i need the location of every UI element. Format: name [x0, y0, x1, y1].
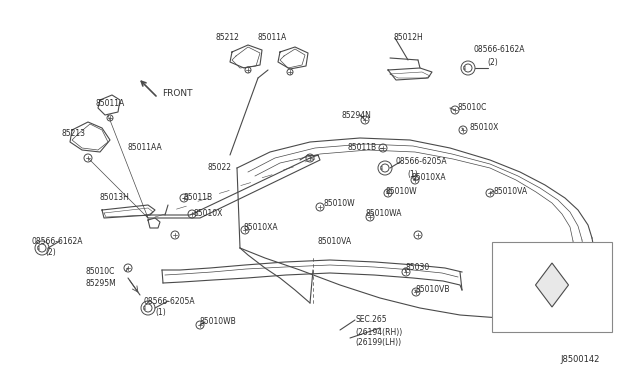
- Text: 85213: 85213: [62, 129, 86, 138]
- Text: (2): (2): [45, 248, 56, 257]
- Text: FRONT: FRONT: [162, 90, 193, 99]
- Text: (26199(LH)): (26199(LH)): [355, 337, 401, 346]
- Text: (2): (2): [487, 58, 498, 67]
- Bar: [492, 242, 612, 332]
- Polygon shape: [536, 263, 568, 307]
- Text: 85010VA: 85010VA: [318, 237, 352, 246]
- Text: 08566-6162A: 08566-6162A: [32, 237, 83, 246]
- Text: 85294N: 85294N: [342, 110, 372, 119]
- Text: 85011A: 85011A: [96, 99, 125, 109]
- Text: 85022: 85022: [208, 164, 232, 173]
- Text: 08566-6205A: 08566-6205A: [395, 157, 447, 167]
- Text: (1): (1): [155, 308, 166, 317]
- Text: 85010X: 85010X: [470, 124, 499, 132]
- Text: 85212: 85212: [215, 33, 239, 42]
- Text: J8500142: J8500142: [560, 356, 600, 365]
- Text: 85011AA: 85011AA: [128, 144, 163, 153]
- Text: 85011A: 85011A: [258, 33, 287, 42]
- Text: 85010W: 85010W: [324, 199, 356, 208]
- Text: 85013H: 85013H: [99, 193, 129, 202]
- Text: 08566-6205A: 08566-6205A: [143, 296, 195, 305]
- Text: R: R: [380, 166, 383, 170]
- Text: 85011B: 85011B: [183, 193, 212, 202]
- Text: 85010X: 85010X: [193, 209, 222, 218]
- Text: R: R: [463, 65, 466, 71]
- Text: 85010XA: 85010XA: [412, 173, 447, 183]
- Text: 85011B: 85011B: [348, 144, 377, 153]
- Text: 85010XA: 85010XA: [244, 224, 278, 232]
- Text: 85010WB: 85010WB: [200, 317, 237, 327]
- Text: 85010WA: 85010WA: [366, 209, 403, 218]
- Text: 85012H: 85012H: [393, 33, 423, 42]
- Text: 08566-6162A: 08566-6162A: [474, 45, 525, 55]
- Text: SEC.265: SEC.265: [355, 315, 387, 324]
- Text: 85010W: 85010W: [386, 186, 418, 196]
- Text: R: R: [37, 246, 40, 250]
- Text: 85010VA: 85010VA: [494, 186, 528, 196]
- Text: 85010C: 85010C: [457, 103, 486, 112]
- Text: (26194(RH)): (26194(RH)): [355, 327, 403, 337]
- Text: R: R: [143, 305, 146, 311]
- Text: (1): (1): [407, 170, 418, 179]
- Text: 85034M: 85034M: [499, 285, 530, 295]
- Text: 85010C: 85010C: [85, 266, 115, 276]
- Text: 85295M: 85295M: [85, 279, 116, 288]
- Text: 85030: 85030: [405, 263, 429, 273]
- Text: 85010VB: 85010VB: [415, 285, 449, 295]
